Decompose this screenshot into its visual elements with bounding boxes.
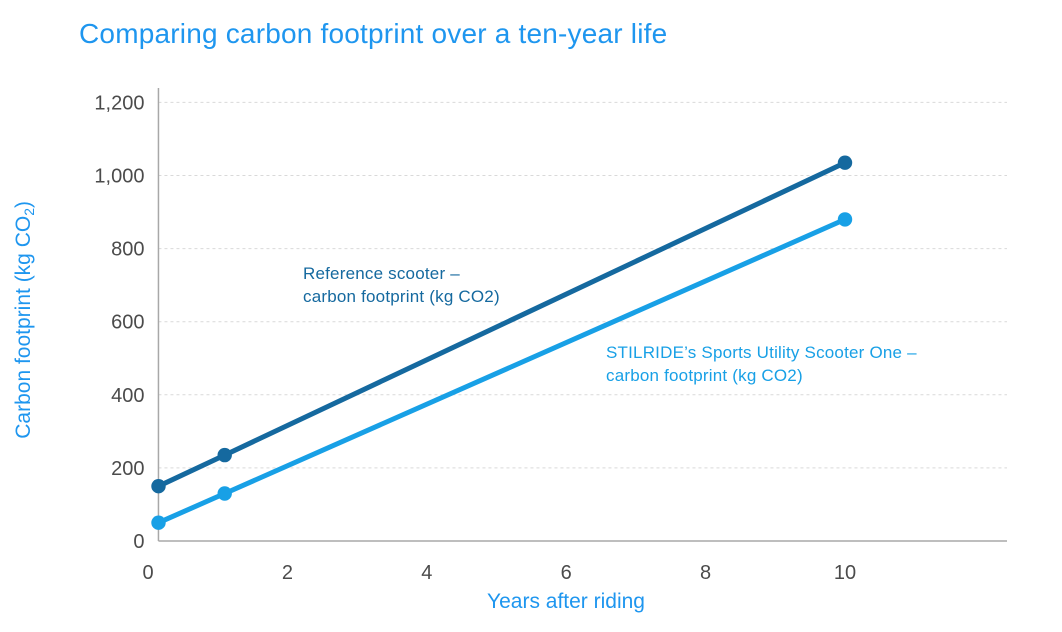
data-point-series-1 xyxy=(217,486,232,501)
data-point-series-0 xyxy=(217,447,232,463)
chart-title: Comparing carbon footprint over a ten-ye… xyxy=(79,18,668,49)
series-label-stilride-line2: carbon footprint (kg CO2) xyxy=(606,366,803,385)
y-tick-label-0: 0 xyxy=(133,531,144,553)
series-label-stilride: STILRIDE’s Sports Utility Scooter One – … xyxy=(606,341,917,387)
y-tick-label-200: 200 xyxy=(111,458,144,480)
x-tick-label-10: 10 xyxy=(834,562,856,584)
x-tick-label-2: 2 xyxy=(282,562,293,584)
x-tick-label-4: 4 xyxy=(421,562,432,584)
data-point-series-1 xyxy=(151,515,166,530)
x-axis-title: Years after riding xyxy=(487,590,645,613)
y-tick-label-600: 600 xyxy=(111,312,144,334)
y-tick-label-1200: 1,200 xyxy=(94,92,144,114)
series-line-0 xyxy=(156,160,848,489)
y-tick-label-400: 400 xyxy=(111,385,144,407)
series-label-stilride-line1: STILRIDE’s Sports Utility Scooter One – xyxy=(606,343,917,362)
data-point-series-0 xyxy=(837,155,853,170)
data-point-series-0 xyxy=(151,479,166,494)
x-tick-label-0: 0 xyxy=(142,562,153,584)
y-tick-label-1000: 1,000 xyxy=(94,166,144,188)
series-label-reference-line1: Reference scooter – xyxy=(303,264,460,283)
series-label-reference-line2: carbon footprint (kg CO2) xyxy=(303,287,500,306)
data-point-series-1 xyxy=(837,212,853,227)
y-tick-label-800: 800 xyxy=(111,239,144,261)
x-tick-label-6: 6 xyxy=(561,562,572,584)
x-tick-label-8: 8 xyxy=(700,562,711,584)
series-label-reference: Reference scooter – carbon footprint (kg… xyxy=(303,262,500,308)
